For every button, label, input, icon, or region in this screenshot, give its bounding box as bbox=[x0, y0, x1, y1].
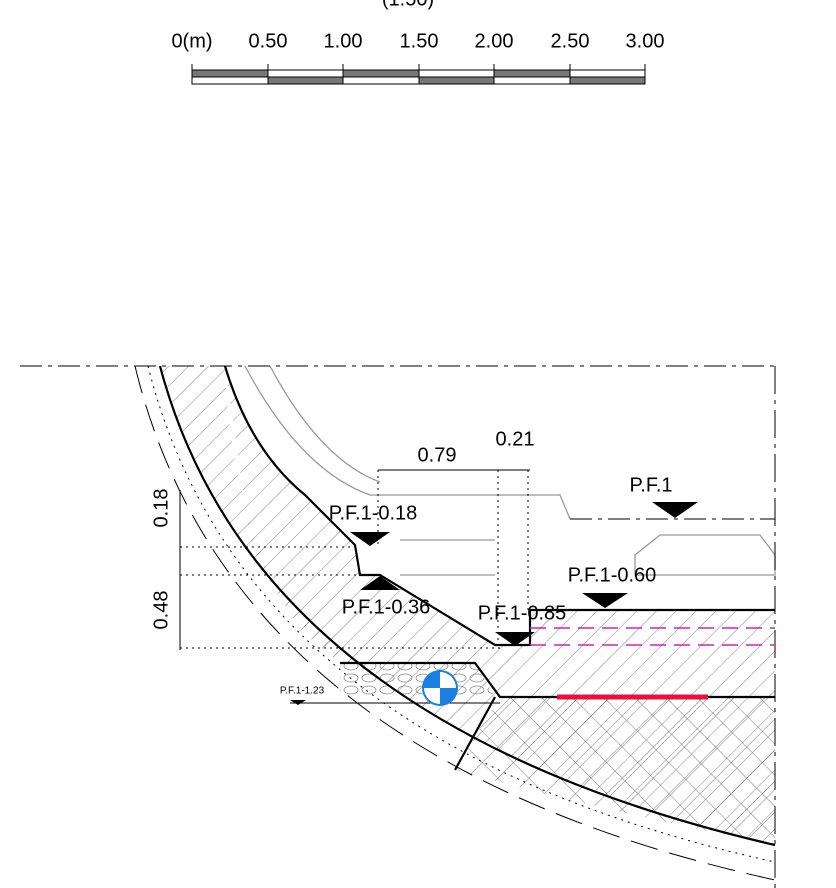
level-label: P.F.1-1.23 bbox=[280, 686, 325, 697]
scale-label: 0(m) bbox=[171, 30, 212, 52]
dimension-label: 0.18 bbox=[150, 489, 172, 528]
scale-label: 2.50 bbox=[551, 30, 590, 52]
level-label: P.F.1-0.36 bbox=[342, 596, 431, 618]
scale-title: (1:50) bbox=[382, 0, 434, 10]
scale-label: 2.00 bbox=[475, 30, 514, 52]
level-labels: P.F.1 P.F.1-0.18 P.F.1-0.36 P.F.1-0.85 P… bbox=[280, 474, 673, 696]
level-label: P.F.1-0.85 bbox=[478, 602, 567, 624]
level-label: P.F.1-0.60 bbox=[568, 564, 657, 586]
level-label: P.F.1-0.18 bbox=[329, 502, 418, 524]
dimension-label: 0.21 bbox=[496, 428, 535, 450]
scale-bar bbox=[191, 64, 646, 85]
scale-label: 1.00 bbox=[324, 30, 363, 52]
tunnel-section bbox=[20, 365, 776, 888]
scale-label: 3.00 bbox=[626, 30, 665, 52]
dimension-labels: 0.79 0.21 0.18 0.48 bbox=[150, 428, 534, 629]
scale-label: 1.50 bbox=[400, 30, 439, 52]
level-label: P.F.1 bbox=[630, 474, 673, 496]
dimension-label: 0.48 bbox=[150, 591, 172, 630]
scale-label: 0.50 bbox=[249, 30, 288, 52]
scale-labels: 0(m) 0.50 1.00 1.50 2.00 2.50 3.00 bbox=[171, 30, 664, 52]
dimension-label: 0.79 bbox=[418, 444, 457, 466]
